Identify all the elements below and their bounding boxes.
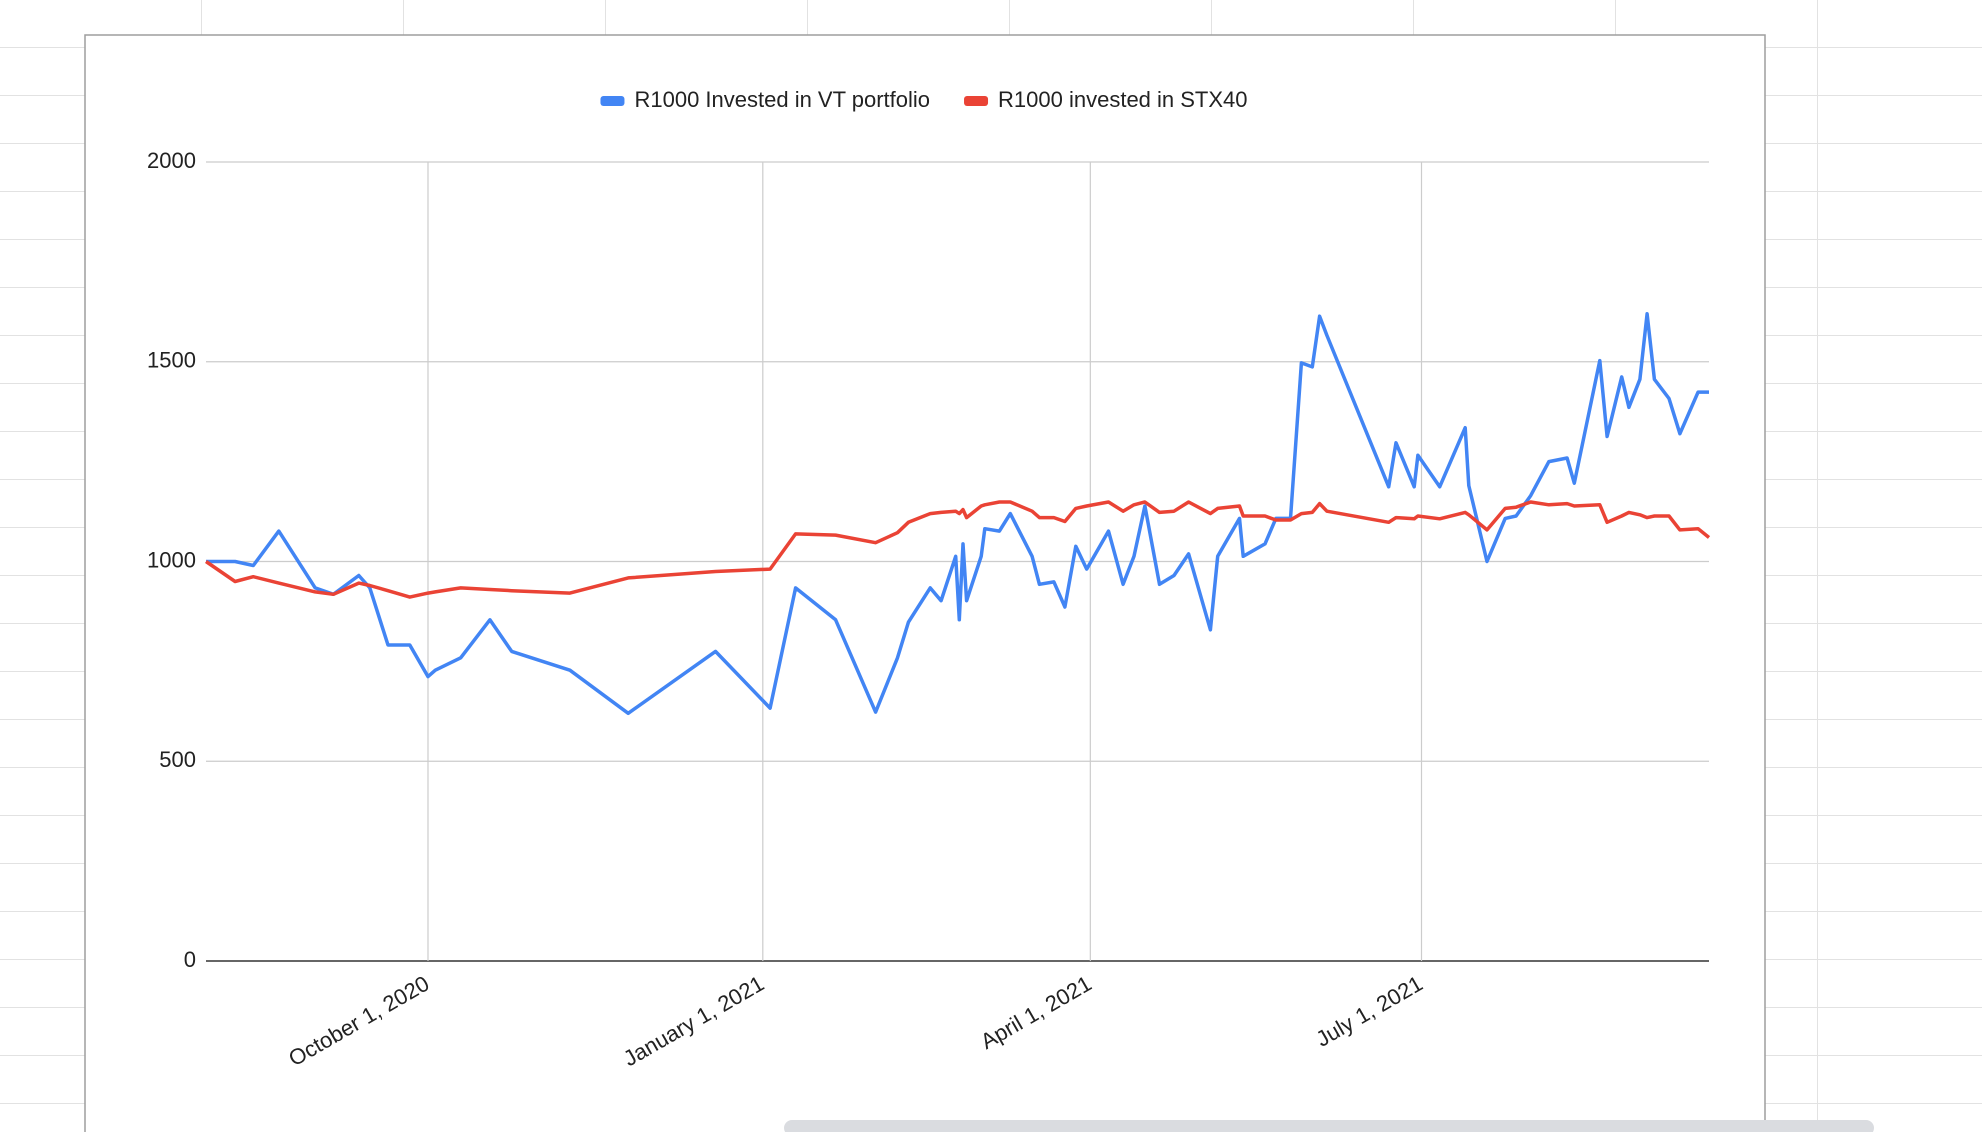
y-tick-label: 0 [184,947,196,972]
y-tick-label: 2000 [147,148,196,173]
line [206,312,1709,716]
y-tick-label: 1500 [147,348,196,373]
legend-swatch [964,96,989,106]
legend-swatch [600,96,625,106]
y-tick-label: 500 [159,747,196,772]
legend-label: R1000 invested in STX40 [998,87,1248,112]
scrollbar[interactable] [784,1120,1874,1132]
chart-frame [84,34,1766,1132]
line [205,500,1711,599]
y-tick-label: 1000 [147,547,196,572]
legend-label: R1000 Invested in VT portfolio [634,87,930,112]
